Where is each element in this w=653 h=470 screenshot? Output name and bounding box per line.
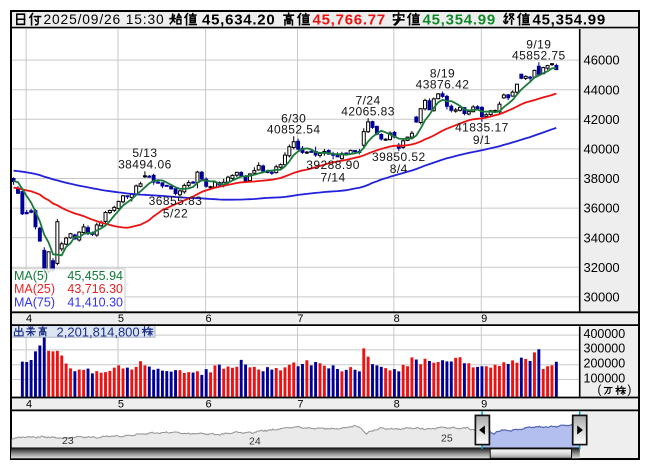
svg-text:42065.83: 42065.83 (341, 105, 395, 119)
svg-text:5/22: 5/22 (163, 207, 188, 221)
svg-text:43,716.30: 43,716.30 (67, 282, 123, 296)
svg-text:43876.42: 43876.42 (416, 78, 470, 92)
svg-text:41835.17: 41835.17 (455, 121, 509, 135)
svg-text:24: 24 (249, 436, 261, 448)
svg-text:300000: 300000 (584, 342, 626, 356)
svg-text:23: 23 (62, 435, 74, 447)
svg-text:7/24: 7/24 (356, 93, 381, 107)
svg-text:36855.83: 36855.83 (149, 194, 203, 208)
svg-text:45,354.99: 45,354.99 (423, 11, 496, 28)
svg-text:7: 7 (297, 313, 303, 325)
svg-text:40852.54: 40852.54 (267, 123, 321, 137)
svg-text:4: 4 (26, 399, 32, 411)
svg-text:39288.90: 39288.90 (306, 158, 360, 172)
svg-text:34000: 34000 (584, 230, 620, 245)
svg-text:9: 9 (481, 399, 487, 411)
svg-text:MA(25): MA(25) (14, 282, 55, 296)
svg-text:40000: 40000 (584, 142, 620, 157)
svg-text:5: 5 (118, 313, 124, 325)
svg-text:100000: 100000 (584, 371, 626, 385)
svg-text:45852.75: 45852.75 (512, 49, 566, 63)
svg-text:45,634.20: 45,634.20 (202, 11, 275, 28)
svg-text:(: ( (598, 385, 602, 397)
svg-text:6/30: 6/30 (281, 111, 306, 125)
svg-text:400000: 400000 (584, 327, 626, 341)
svg-text:MA(75): MA(75) (14, 296, 55, 310)
svg-text:4: 4 (26, 313, 32, 325)
svg-text:8/4: 8/4 (390, 162, 408, 176)
svg-text:42000: 42000 (584, 112, 620, 127)
svg-text:8: 8 (394, 313, 400, 325)
svg-text:8: 8 (394, 399, 400, 411)
svg-text:6: 6 (205, 313, 211, 325)
svg-text:5/13: 5/13 (132, 146, 157, 160)
svg-text:45,766.77: 45,766.77 (313, 11, 386, 28)
svg-text:41,410.30: 41,410.30 (67, 296, 123, 310)
svg-text:39850.52: 39850.52 (372, 150, 426, 164)
svg-text:45,354.99: 45,354.99 (533, 11, 606, 28)
svg-text:2,201,814,800: 2,201,814,800 (57, 324, 140, 339)
svg-text:38000: 38000 (584, 171, 620, 186)
svg-text:5: 5 (118, 399, 124, 411)
svg-text:36000: 36000 (584, 201, 620, 216)
svg-text:): ) (628, 385, 632, 397)
svg-text:44000: 44000 (584, 82, 620, 97)
svg-text:30000: 30000 (584, 290, 620, 305)
svg-text:7/14: 7/14 (321, 171, 346, 185)
svg-text:32000: 32000 (584, 260, 620, 275)
svg-text:45,455.94: 45,455.94 (67, 269, 123, 283)
svg-text:7: 7 (297, 399, 303, 411)
svg-text:46000: 46000 (584, 53, 620, 68)
svg-text:9/1: 9/1 (473, 133, 491, 147)
svg-text:8/19: 8/19 (430, 67, 455, 81)
svg-text:38494.06: 38494.06 (118, 157, 172, 171)
svg-text:6: 6 (205, 399, 211, 411)
svg-text:MA(5): MA(5) (14, 269, 48, 283)
svg-text:25: 25 (441, 433, 453, 445)
svg-text:9/19: 9/19 (526, 37, 551, 51)
svg-text:200000: 200000 (584, 357, 626, 371)
svg-text:2025/09/26 15:30: 2025/09/26 15:30 (44, 12, 165, 27)
svg-text:9: 9 (481, 313, 487, 325)
